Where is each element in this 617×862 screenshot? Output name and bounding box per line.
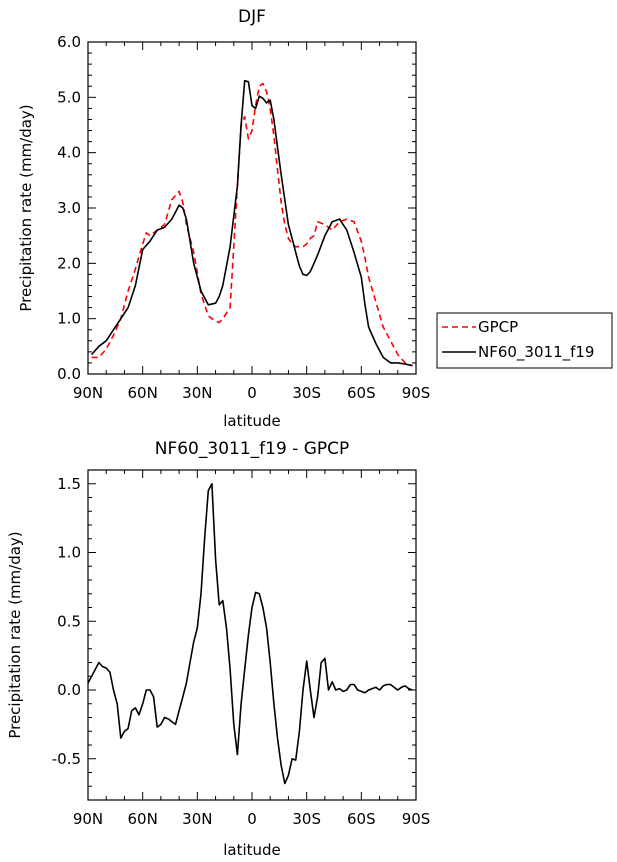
y-tick-label: 1.5 xyxy=(57,475,81,493)
y-tick-label: -0.5 xyxy=(52,750,81,768)
x-tick-label: 60S xyxy=(347,810,376,828)
x-tick-label: 30S xyxy=(292,384,321,402)
x-tick-label: 60N xyxy=(128,810,158,828)
top-title: DJF xyxy=(238,7,266,27)
y-tick-label: 5.0 xyxy=(57,88,81,106)
x-tick-label: 30S xyxy=(292,810,321,828)
x-tick-label: 60S xyxy=(347,384,376,402)
x-tick-label: 90S xyxy=(402,810,431,828)
top-plot-area: 90N 60N 30N 0 30S 60S 90S 0.0 1.0 2.0 3.0 4.0 5.0 6.0 xyxy=(57,33,430,402)
x-tick-label: 0 xyxy=(247,384,257,402)
series-line-diff xyxy=(87,482,413,785)
y-tick-label: 0.0 xyxy=(57,365,81,383)
y-tick-label: 3.0 xyxy=(57,199,81,217)
top-xlabel: latitude xyxy=(223,412,281,430)
bottom-xlabel: latitude xyxy=(223,841,281,859)
top-plot-frame xyxy=(87,41,417,375)
bottom-ylabel: Precipitation rate (mm/day) xyxy=(6,531,24,738)
y-tick-label: 6.0 xyxy=(57,33,81,51)
legend-label-model: NF60_3011_f19 xyxy=(478,343,594,362)
x-tick-label: 30N xyxy=(182,384,212,402)
top-ylabel: Precipitation rate (mm/day) xyxy=(17,104,35,311)
legend: GPCP NF60_3011_f19 xyxy=(436,312,613,369)
y-tick-label: 1.0 xyxy=(57,544,81,562)
top-panel: DJF 90N 60N 30N 0 30S 60S 90S 0.0 1.0 2.0 3.0 4.0 5.… xyxy=(17,7,430,430)
bottom-title: NF60_3011_f19 - GPCP xyxy=(155,439,350,459)
legend-label-gpcp: GPCP xyxy=(478,318,518,336)
y-tick-label: 0.5 xyxy=(57,612,81,630)
x-tick-label: 30N xyxy=(182,810,212,828)
y-tick-label: 0.0 xyxy=(57,681,81,699)
y-tick-label: 4.0 xyxy=(57,144,81,162)
series-line-gpcp xyxy=(91,82,413,367)
x-tick-label: 60N xyxy=(128,384,158,402)
y-tick-label: 1.0 xyxy=(57,310,81,328)
bottom-panel: NF60_3011_f19 - GPCP 90N 60N 30N 0 30S 60S 90S… xyxy=(6,439,430,859)
x-tick-label: 90N xyxy=(73,384,103,402)
legend-box xyxy=(436,312,613,369)
y-tick-label: 2.0 xyxy=(57,254,81,272)
series-line-nf60-3011-f19 xyxy=(90,79,413,367)
x-tick-label: 90S xyxy=(402,384,431,402)
x-tick-label: 0 xyxy=(247,810,257,828)
bottom-plot-area: 90N 60N 30N 0 30S 60S 90S -0.5 0.0 0.5 1.0 1.5 xyxy=(52,469,431,828)
x-tick-label: 90N xyxy=(73,810,103,828)
bottom-plot-frame xyxy=(87,469,417,801)
